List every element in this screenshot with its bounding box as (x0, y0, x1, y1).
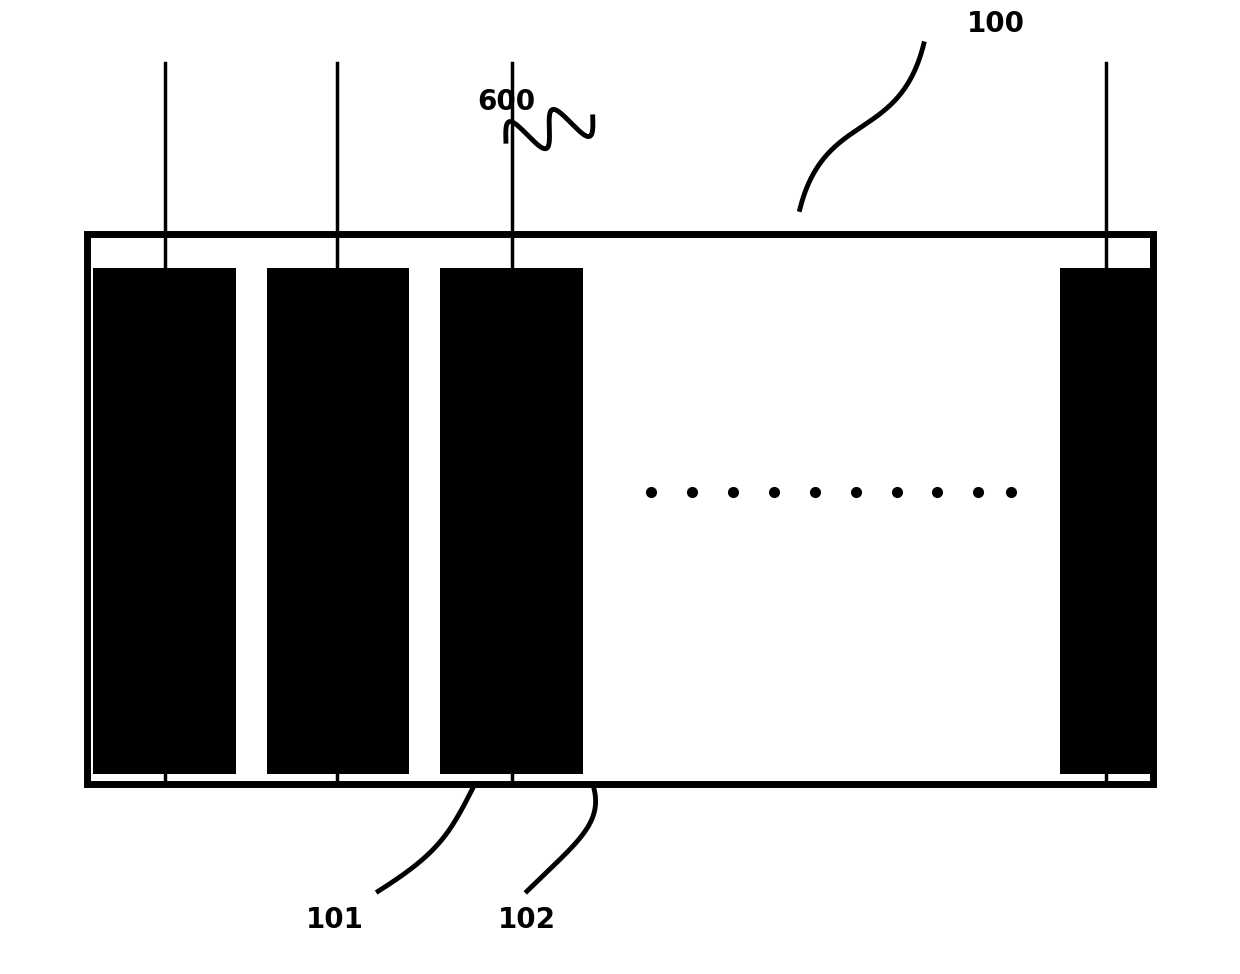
Text: 600: 600 (477, 89, 536, 116)
Text: 100: 100 (967, 11, 1025, 38)
Bar (440, 268, 583, 774)
Bar (1060, 268, 1153, 774)
Text: 102: 102 (498, 907, 556, 934)
Text: 101: 101 (306, 907, 363, 934)
Bar (93, 268, 236, 774)
Bar (267, 268, 409, 774)
Bar (87, 234, 1153, 784)
